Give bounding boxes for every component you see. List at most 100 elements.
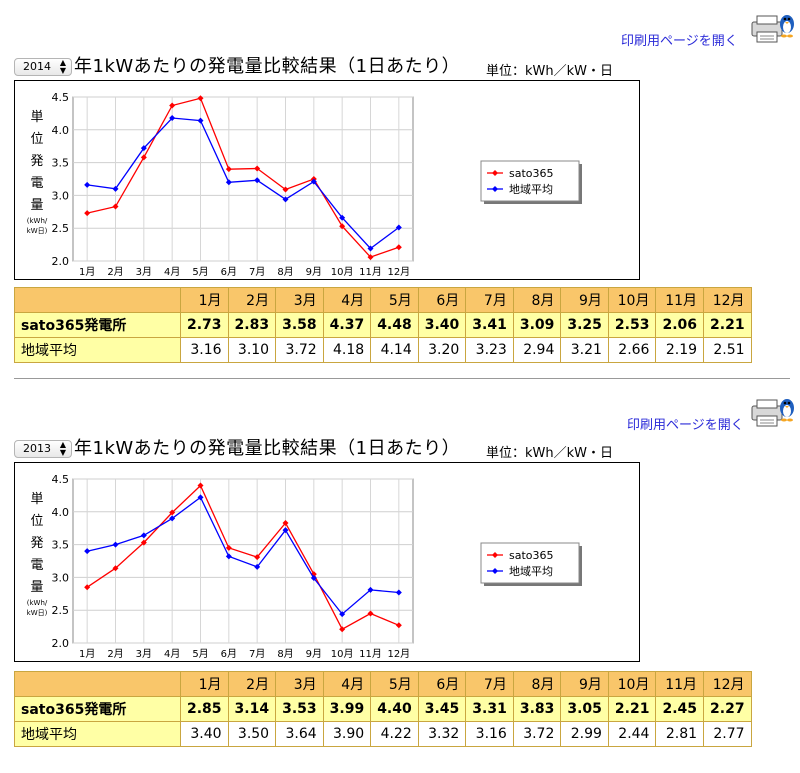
site-value-cell: 3.99 [322,696,372,722]
data-point-marker [282,527,289,534]
data-point-marker [225,544,232,551]
printer-icon[interactable] [750,8,796,46]
y-axis-unit-label: kW日) [27,609,48,617]
site-value-cell: 2.27 [703,696,752,722]
line-chart: 2.0 2.5 3.0 3.5 4.0 4.5 1月 2月 3月 4月 5月 6月 7月 8月 9月 10月 1… [14,80,640,280]
y-tick-label: 4.5 [52,473,70,486]
legend-marker [492,186,498,192]
month-header: 2月 [227,671,277,697]
y-axis-label-char: 位 [30,132,43,147]
data-point-marker [339,626,346,633]
x-tick-label: 10月 [331,266,354,278]
site-value-cell: 3.58 [275,312,324,338]
printer-icon[interactable] [750,392,796,430]
y-tick-label: 2.5 [52,604,70,617]
x-tick-label: 4月 [164,648,180,660]
x-tick-label: 8月 [277,648,293,660]
y-axis-unit-label: (kWh/ [27,599,48,607]
comparison-table: 1月 2月 3月 4月 5月 6月 7月 8月 9月 10月 11月 12月 sato365発電所 2.8… [14,671,752,747]
average-value-cell: 4.22 [370,721,419,747]
site-value-cell: 2.06 [655,312,705,338]
table-row-site: sato365発電所 2.73 2.83 3.58 4.37 4.48 3.40 3.41 3.… [14,312,752,338]
section-divider [14,378,790,379]
site-value-cell: 2.21 [703,312,752,338]
y-axis-label-char: 量 [30,198,43,213]
print-page-link[interactable]: 印刷用ページを開く [621,34,738,49]
series-line [86,484,400,631]
data-point-marker [254,177,261,184]
month-header: 4月 [322,287,372,313]
data-point-marker [395,244,402,251]
data-point-marker [395,622,402,629]
data-point-marker [395,589,402,596]
series-line [87,97,400,258]
site-value-cell: 3.25 [560,312,609,338]
legend-box [480,160,580,202]
data-point-marker [367,245,374,252]
y-tick-label: 2.0 [52,637,70,650]
month-header: 8月 [512,287,562,313]
month-header: 2月 [227,287,277,313]
site-value-cell: 4.37 [322,312,372,338]
site-value-cell: 3.83 [512,696,562,722]
month-header: 5月 [370,287,419,313]
y-axis-label-char: 単 [30,109,43,125]
legend-marker [492,170,498,176]
x-tick-label: 9月 [306,648,322,660]
data-point-marker [169,114,176,121]
data-point-marker [169,515,176,522]
y-axis-label-char: 発 [30,154,43,169]
data-point-marker [367,586,374,593]
table-corner-cell [14,287,181,313]
site-value-cell: 3.14 [227,696,277,722]
unit-label: 単位：kWh／kW・日 [486,446,614,461]
average-value-cell: 2.66 [607,337,657,363]
average-value-cell: 4.14 [370,337,419,363]
y-axis-label-char: 量 [30,580,43,595]
average-value-cell: 3.50 [227,721,277,747]
average-value-cell: 3.23 [465,337,514,363]
legend-marker [492,568,498,574]
average-value-cell: 2.81 [655,721,705,747]
x-tick-label: 5月 [192,648,208,660]
data-point-marker [140,539,147,546]
data-point-marker [367,610,374,617]
month-header: 7月 [465,287,514,313]
y-tick-label: 4.0 [52,124,70,137]
site-value-cell: 2.45 [655,696,705,722]
site-value-cell: 3.40 [417,312,467,338]
month-header: 7月 [465,671,514,697]
data-point-marker [339,223,346,230]
line-chart: 2.0 2.5 3.0 3.5 4.0 4.5 1月 2月 3月 4月 5月 6月 7月 8月 9月 10月 1… [14,462,640,662]
chart-svg: 2.0 2.5 3.0 3.5 4.0 4.5 1月 2月 3月 4月 5月 6月 7月 8月 9月 10月 1… [27,473,582,660]
data-point-marker [254,554,261,561]
month-header: 11月 [655,671,705,697]
year-select[interactable]: 2013 ▲ ▼ [14,440,72,458]
year-select-value: 2014 [23,60,51,73]
row-label: 地域平均 [14,337,181,363]
y-axis-label-char: 発 [30,536,43,551]
month-header: 1月 [180,671,229,697]
site-value-cell: 3.31 [465,696,514,722]
data-point-marker [169,102,176,109]
x-tick-label: 7月 [249,648,265,660]
data-point-marker [254,563,261,570]
x-tick-label: 10月 [331,648,354,660]
y-tick-label: 3.5 [52,157,70,170]
x-tick-label: 9月 [306,266,322,278]
average-value-cell: 3.72 [512,721,562,747]
y-axis-label-char: 単 [30,491,43,507]
x-tick-label: 11月 [359,266,382,278]
row-label: sato365発電所 [14,696,181,722]
average-value-cell: 3.16 [465,721,514,747]
data-point-marker [282,186,289,193]
page-title: 2014年1kWあたりの発電量比較結果（1日あたり） [74,52,460,78]
site-value-cell: 4.48 [370,312,419,338]
year-select[interactable]: 2014 ▲ ▼ [14,58,72,76]
x-tick-label: 12月 [387,648,410,660]
site-value-cell: 3.41 [465,312,514,338]
data-point-marker [84,210,91,217]
month-header: 1月 [180,287,229,313]
site-value-cell: 4.40 [370,696,419,722]
print-page-link[interactable]: 印刷用ページを開く [627,418,744,433]
